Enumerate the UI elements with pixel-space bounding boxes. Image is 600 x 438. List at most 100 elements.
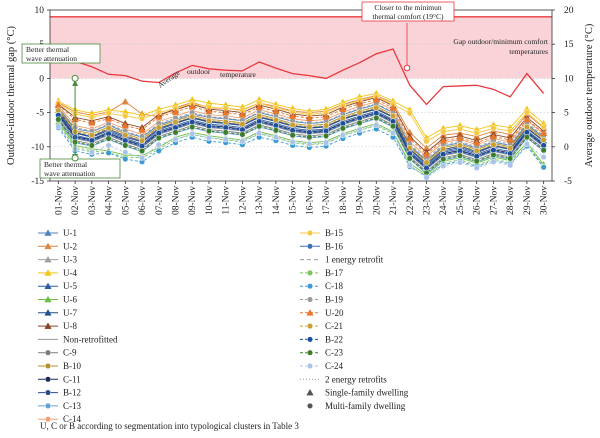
series-point-C-21	[356, 109, 363, 116]
series-point-C-21	[507, 145, 514, 152]
legend-footnote: U, C or B according to segmentation into…	[40, 421, 299, 431]
legend-label: C-23	[325, 348, 344, 358]
series-point-C-24	[138, 154, 146, 161]
y-right-tick-label: 15	[564, 40, 574, 50]
series-point-U-20	[289, 112, 297, 119]
series-point-C-23	[507, 155, 514, 162]
series-point-C-24	[339, 132, 346, 139]
series-line-U-4	[58, 92, 544, 139]
legend-marker-B-19	[306, 296, 314, 303]
series-point-U-20	[222, 108, 230, 116]
x-tick-label: 20-Nov	[372, 186, 382, 215]
x-tick-label: 10-Nov	[205, 186, 215, 215]
series-point-C-24	[155, 141, 162, 148]
axes: 1050-5-10-1520151050-501-Nov02-Nov03-Nov…	[6, 6, 595, 215]
series-point-B-15	[440, 128, 447, 135]
legend-marker-U-1	[44, 229, 52, 236]
legend-marker-B-15	[306, 229, 314, 237]
series-point-U-20	[305, 114, 313, 121]
series-line-C-11	[58, 112, 544, 168]
series-point-U-20	[155, 112, 163, 120]
series-point-C-24	[473, 164, 480, 172]
series-point-B-15	[423, 138, 430, 145]
series-point-U-20	[121, 121, 129, 129]
legend-label: C-14	[63, 414, 82, 424]
x-tick-label: 01-Nov	[54, 186, 64, 215]
series-point-U-20	[322, 112, 330, 120]
series-point-C-21	[456, 142, 464, 149]
series-point-C-21	[523, 123, 530, 131]
x-tick-label: 22-Nov	[406, 186, 416, 215]
legend-label: U-3	[63, 255, 77, 265]
series-point-C-23	[373, 115, 380, 122]
gap-label-line-2: temperatures	[509, 47, 548, 56]
x-tick-label: 19-Nov	[356, 186, 366, 215]
x-tick-label: 16-Nov	[305, 186, 315, 215]
series-point-C-21	[155, 124, 162, 131]
series-point-C-23	[323, 132, 330, 139]
legend-label: C-21	[325, 321, 343, 331]
avg-label-word-2: outdoor	[187, 67, 211, 76]
series-point-C-21	[88, 132, 95, 139]
series-point-C-23	[155, 134, 162, 141]
series-point-C-24	[306, 141, 313, 148]
legend-label: Single-family dwelling	[325, 388, 409, 398]
legend-marker-B-16	[306, 243, 314, 250]
legend: U-1 U-2 U-3 U-4 U-5 U-6 U-7 U-8 Non-retrofitted C…	[38, 228, 409, 424]
series-point-U-20	[456, 134, 464, 141]
series-point-U-20	[523, 115, 531, 123]
x-tick-label: 29-Nov	[523, 186, 533, 215]
better-bottom-line-2: wave attenuation	[44, 169, 95, 178]
y-right-tick-label: 10	[564, 74, 574, 84]
series-point-U-20	[506, 136, 514, 143]
legend-marker-C-21	[306, 323, 314, 330]
gap-label-line-1: Gap outdoor/minimum comfort	[453, 37, 548, 46]
better-arrow-head-up	[72, 80, 79, 86]
series-point-C-24	[540, 154, 547, 161]
series-line-U-8	[58, 97, 544, 153]
legend-label: B-15	[325, 228, 344, 238]
series-point-U-20	[272, 107, 280, 115]
series-point-C-21	[138, 137, 146, 144]
series-point-C-24	[507, 162, 514, 169]
series-point-C-18	[105, 149, 112, 157]
better-bottom-marker	[71, 154, 79, 162]
series-point-C-23	[406, 155, 413, 162]
y-right-tick-label: 20	[564, 6, 574, 16]
series-point-C-24	[105, 142, 112, 149]
series-point-C-21	[105, 125, 112, 132]
series-point-C-24	[406, 162, 413, 169]
legend-marker-Multi-family dwelling	[306, 402, 314, 409]
series-lines	[54, 89, 548, 181]
x-tick-label: 21-Nov	[389, 186, 399, 215]
series-point-U-20	[473, 138, 481, 146]
x-tick-label: 23-Nov	[423, 186, 433, 215]
closer-callout-line-2: thermal comfort (19°C)	[373, 12, 444, 21]
legend-label: C-13	[63, 401, 82, 411]
legend-marker-B-12	[44, 389, 52, 396]
closer-callout-marker	[403, 64, 411, 72]
y-right-tick-label: -5	[564, 177, 572, 187]
series-point-C-21	[239, 121, 246, 128]
legend-marker-C-9	[44, 349, 52, 356]
series-point-C-21	[373, 104, 380, 111]
series-point-U-20	[104, 115, 113, 122]
series-point-C-24	[205, 134, 213, 141]
x-tick-label: 27-Nov	[489, 186, 499, 215]
series-point-C-23	[172, 129, 179, 136]
x-tick-label: 24-Nov	[439, 186, 449, 215]
series-point-U-20	[372, 95, 380, 103]
series-point-B-15	[490, 125, 497, 132]
series-point-U-20	[389, 104, 397, 111]
x-tick-label: 17-Nov	[322, 186, 332, 215]
series-point-C-21	[440, 145, 447, 152]
x-tick-label: 15-Nov	[289, 186, 299, 215]
y-right-tick-label: 0	[564, 143, 569, 153]
series-point-C-24	[356, 126, 363, 133]
series-point-U-20	[355, 99, 364, 107]
series-point-C-21	[222, 119, 229, 126]
series-point-C-23	[205, 128, 213, 135]
series-point-C-24	[373, 121, 380, 128]
series-point-B-15	[138, 115, 146, 122]
